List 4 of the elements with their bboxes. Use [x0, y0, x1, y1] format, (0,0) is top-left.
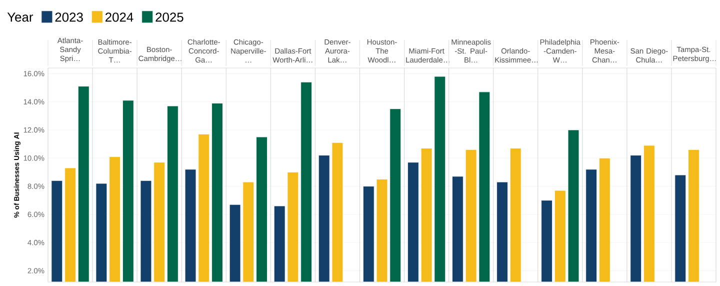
legend-title: Year [7, 12, 34, 22]
legend-label: 2023 [55, 12, 83, 22]
legend-label: 2024 [105, 12, 134, 22]
legend-label: 2025 [156, 12, 184, 22]
